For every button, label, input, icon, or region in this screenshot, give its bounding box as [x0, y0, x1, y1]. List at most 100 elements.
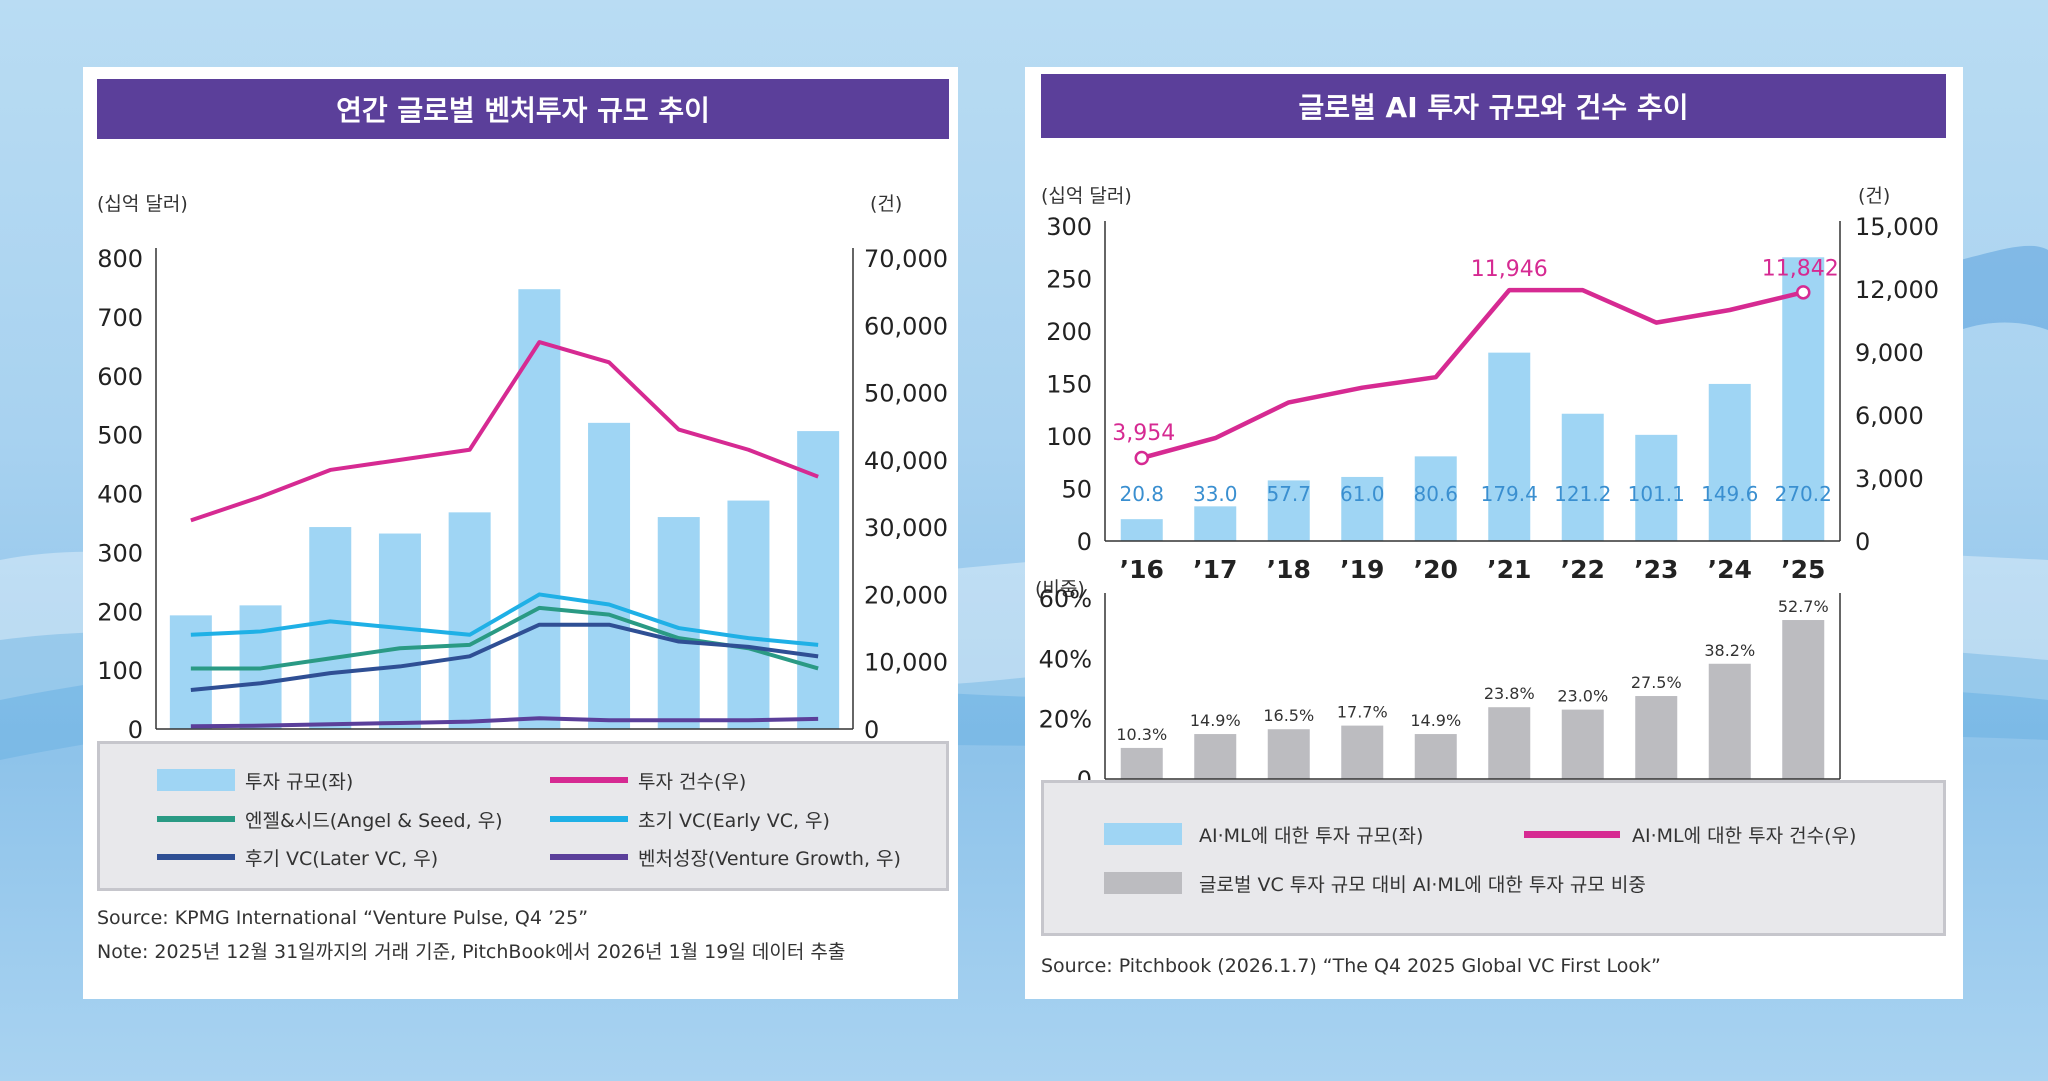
line-ai-deal-count — [1141, 287, 1804, 461]
x-tick-label: ’16 — [1120, 555, 1164, 584]
legend-swatch-bar — [1104, 872, 1182, 894]
legend-swatch-line — [550, 854, 628, 860]
bar-ai-investment — [1414, 456, 1457, 541]
bar-ai-share — [1267, 729, 1310, 779]
share-value-label: 52.7% — [1778, 597, 1829, 616]
bar-value-label: 149.6 — [1701, 482, 1758, 506]
legend-label: 엔젤&시드(Angel & Seed, 우) — [245, 810, 503, 832]
bar-value-label: 57.7 — [1266, 482, 1311, 506]
right-axis-unit: (건) — [1858, 185, 1890, 207]
x-tick-label: ’19 — [1340, 555, 1384, 584]
left-y-tick: 0 — [128, 716, 143, 744]
left-axis-unit: (십억 달러) — [97, 193, 188, 215]
share-y-tick: 20% — [1039, 706, 1092, 734]
right-y-tick: 6,000 — [1855, 402, 1924, 430]
bar-ai-investment — [1341, 476, 1384, 541]
legend-label: AI·ML에 대한 투자 규모(좌) — [1199, 825, 1424, 847]
right-y-tick: 50,000 — [864, 380, 948, 408]
bar-ai-investment — [1782, 257, 1825, 541]
x-tick-label: ’18 — [1267, 555, 1311, 584]
right-y-tick: 70,000 — [864, 245, 948, 273]
bar-investment — [309, 527, 352, 729]
bar-ai-share — [1414, 734, 1457, 779]
left-y-tick: 50 — [1061, 476, 1092, 504]
legend-swatch-line — [157, 816, 235, 822]
bar-value-label: 270.2 — [1775, 482, 1832, 506]
right-y-tick: 30,000 — [864, 514, 948, 542]
left-y-tick: 100 — [1046, 423, 1092, 451]
right-y-tick: 0 — [1855, 528, 1870, 556]
line-early-vc — [190, 592, 819, 647]
left-y-tick: 800 — [97, 245, 143, 273]
legend-label: 글로벌 VC 투자 규모 대비 AI·ML에 대한 투자 규모 비중 — [1199, 874, 1646, 896]
left-y-tick: 200 — [1046, 318, 1092, 346]
bar-value-label: 101.1 — [1628, 482, 1685, 506]
right-y-tick: 12,000 — [1855, 276, 1939, 304]
right-y-tick: 15,000 — [1855, 213, 1939, 241]
share-axis-unit: (비중) — [1035, 578, 1085, 600]
left-y-tick: 400 — [97, 481, 143, 509]
share-y-tick: 40% — [1039, 645, 1092, 673]
legend-swatch-bar — [1104, 823, 1182, 845]
right-legend: AI·ML에 대한 투자 규모(좌) AI·ML에 대한 투자 건수(우) 글로… — [1041, 780, 1946, 936]
share-value-label: 23.8% — [1484, 684, 1535, 703]
bar-investment — [448, 512, 491, 729]
bar-value-label: 20.8 — [1119, 482, 1164, 506]
line-marker-last — [1796, 285, 1811, 300]
share-value-label: 10.3% — [1116, 725, 1167, 744]
bar-ai-share — [1120, 747, 1163, 779]
bar-ai-share — [1194, 734, 1237, 779]
bar-value-label: 179.4 — [1481, 482, 1538, 506]
left-y-tick: 700 — [97, 304, 143, 332]
right-y-tick: 3,000 — [1855, 465, 1924, 493]
left-y-tick: 300 — [97, 539, 143, 567]
share-value-label: 17.7% — [1337, 703, 1388, 722]
legend-swatch-line — [550, 777, 628, 783]
bar-ai-investment — [1488, 352, 1531, 541]
bar-ai-share — [1635, 696, 1678, 779]
share-value-label: 23.0% — [1557, 687, 1608, 706]
left-source: Source: KPMG International “Venture Puls… — [97, 907, 589, 929]
legend-swatch-line — [1524, 831, 1620, 838]
legend-label: 벤처성장(Venture Growth, 우) — [638, 848, 901, 870]
x-tick-label: ’21 — [1487, 555, 1531, 584]
legend-label: 초기 VC(Early VC, 우) — [638, 810, 830, 832]
x-tick-label: ’23 — [1634, 555, 1678, 584]
line-deal-count — [190, 340, 819, 523]
legend-swatch-bar — [157, 769, 235, 791]
left-y-tick: 150 — [1046, 371, 1092, 399]
right-y-tick: 0 — [864, 716, 879, 744]
right-axis-unit: (건) — [870, 193, 902, 215]
bar-ai-investment — [1194, 506, 1237, 541]
line-label-first: 3,954 — [1112, 421, 1175, 446]
share-value-label: 38.2% — [1704, 641, 1755, 660]
left-y-tick: 300 — [1046, 213, 1092, 241]
legend-swatch-line — [157, 854, 235, 860]
right-source: Source: Pitchbook (2026.1.7) “The Q4 202… — [1041, 955, 1661, 977]
left-y-tick: 200 — [97, 598, 143, 626]
bar-ai-investment — [1120, 519, 1163, 541]
left-axis-unit: (십억 달러) — [1041, 185, 1132, 207]
bar-ai-investment — [1561, 413, 1604, 541]
left-y-tick: 100 — [97, 657, 143, 685]
right-y-tick: 40,000 — [864, 447, 948, 475]
x-tick-label: ’25 — [1781, 555, 1825, 584]
ai-investment-panel: 글로벌 AI 투자 규모와 건수 추이 (십억 달러) (건) 0 50 100 150 2… — [1025, 67, 1963, 999]
x-tick-label: ’20 — [1414, 555, 1458, 584]
bar-ai-investment — [1708, 383, 1751, 541]
line-label-last: 11,842 — [1762, 256, 1839, 281]
right-y-tick: 20,000 — [864, 581, 948, 609]
share-value-label: 27.5% — [1631, 673, 1682, 692]
bar-ai-investment — [1635, 434, 1678, 541]
left-y-tick: 0 — [1077, 528, 1092, 556]
legend-swatch-line — [550, 816, 628, 822]
bar-investment — [727, 500, 770, 729]
bar-investment — [588, 422, 631, 729]
bar-ai-share — [1708, 663, 1751, 779]
right-chart: (십억 달러) (건) 0 50 100 150 200 250 300 0 3,000 6,000 9… — [1035, 185, 1939, 826]
bar-investment — [797, 431, 840, 729]
line-angel-seed — [190, 605, 819, 671]
left-y-tick: 600 — [97, 363, 143, 391]
share-value-label: 14.9% — [1410, 711, 1461, 730]
bar-value-label: 80.6 — [1413, 482, 1458, 506]
